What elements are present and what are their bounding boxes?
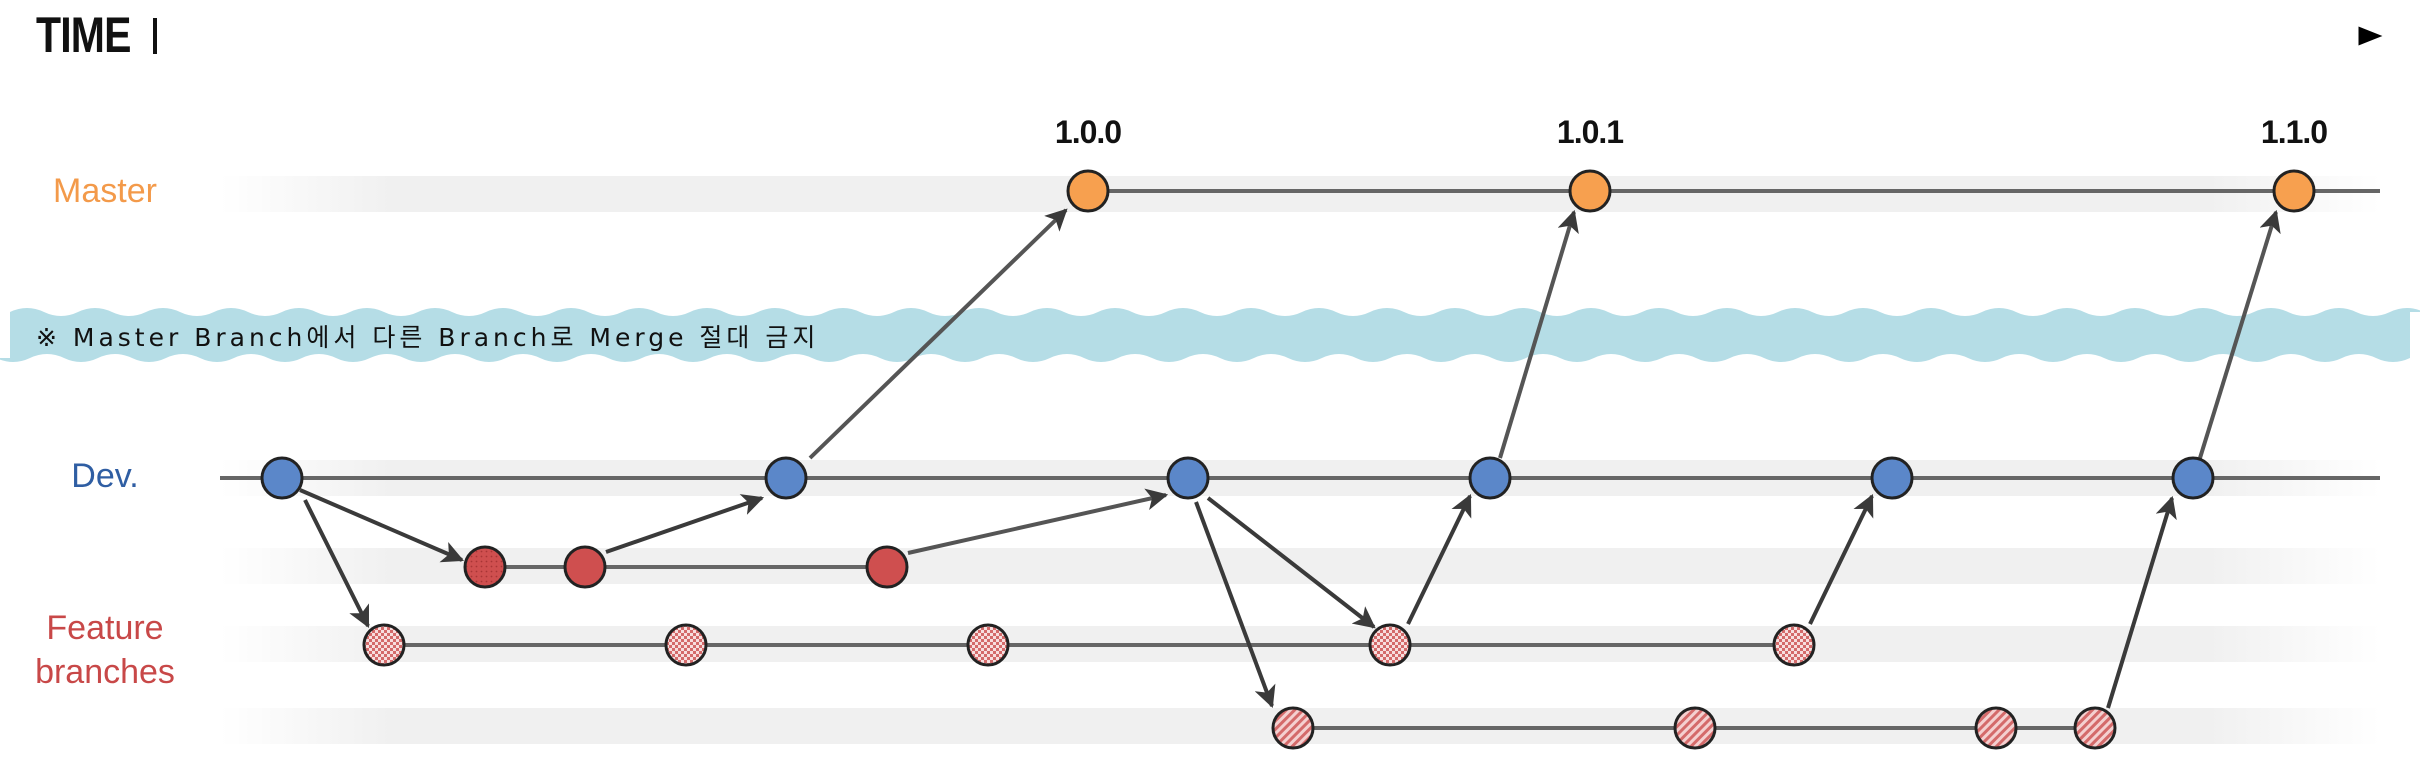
arrow-feature2-to-dev-b bbox=[1808, 494, 1874, 625]
feature-commit bbox=[664, 623, 708, 667]
version-label-101: 1.0.1 bbox=[1556, 114, 1624, 150]
warning-text: ※ Master Branch에서 다른 Branch로 Merge 절대 금지 bbox=[36, 323, 820, 352]
feature-commit bbox=[1772, 623, 1816, 667]
arrow-feature3-to-dev bbox=[2106, 495, 2177, 709]
feature-commit bbox=[966, 623, 1010, 667]
arrow-feature1-to-dev-b bbox=[907, 488, 1169, 555]
master-commit-100 bbox=[1066, 169, 1110, 213]
arrow-dev-to-feature2 bbox=[303, 499, 370, 628]
dev-commit bbox=[764, 456, 808, 500]
feature-commit bbox=[1673, 706, 1717, 750]
arrow-dev-to-master-101 bbox=[1498, 209, 1579, 459]
dev-commit bbox=[1468, 456, 1512, 500]
arrow-dev-to-master-110 bbox=[2198, 209, 2281, 459]
version-label-110: 1.1.0 bbox=[2260, 114, 2328, 150]
feature-commit bbox=[463, 545, 507, 589]
dev-commit bbox=[1166, 456, 1210, 500]
dev-commit bbox=[1870, 456, 1914, 500]
arrow-feature2-to-dev bbox=[1406, 494, 1472, 625]
dev-commits bbox=[260, 456, 2215, 500]
feature-lane-label: Feature branches bbox=[10, 606, 200, 694]
arrow-dev-to-feature1 bbox=[299, 488, 465, 563]
feature-commit bbox=[865, 545, 909, 589]
master-lane-label: Master bbox=[53, 172, 157, 210]
feature-lane-label-line2: branches bbox=[35, 653, 175, 691]
merge-arrows bbox=[299, 208, 2281, 709]
dev-commit bbox=[2171, 456, 2215, 500]
feature-commit bbox=[1974, 706, 2018, 750]
feature-commit bbox=[1271, 706, 1315, 750]
arrow-dev-to-master-100 bbox=[808, 208, 1068, 460]
feature-commits-1 bbox=[463, 545, 909, 589]
master-commit-110 bbox=[2272, 169, 2316, 213]
master-commit-101 bbox=[1568, 169, 1612, 213]
time-title: TIME bbox=[36, 7, 131, 63]
dev-lane-label: Dev. bbox=[71, 457, 139, 495]
dev-commit bbox=[260, 456, 304, 500]
version-label-100: 1.0.0 bbox=[1054, 114, 1122, 150]
feature-commit bbox=[2073, 706, 2117, 750]
feature-commits-3 bbox=[1271, 706, 2117, 750]
feature-commit bbox=[362, 623, 406, 667]
feature-commit bbox=[563, 545, 607, 589]
master-commits bbox=[1066, 169, 2316, 213]
arrow-feature1-to-dev-a bbox=[605, 494, 765, 554]
feature-commit bbox=[1368, 623, 1412, 667]
feature-commits-2 bbox=[362, 623, 1816, 667]
arrow-dev-to-feature3 bbox=[1194, 501, 1276, 709]
warning-band bbox=[0, 308, 2420, 362]
feature-lane-label-line1: Feature bbox=[46, 609, 164, 647]
arrow-dev-to-feature2-b bbox=[1206, 496, 1376, 629]
master-lane-band bbox=[220, 176, 2380, 212]
